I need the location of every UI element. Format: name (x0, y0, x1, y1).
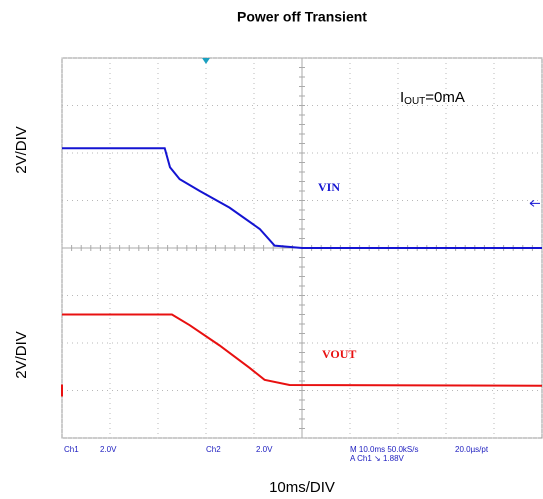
status-text: 2.0V (256, 445, 273, 454)
x-axis-label: 10ms/DIV (269, 479, 335, 496)
y2-axis-label: 2V/DIV (13, 331, 30, 379)
annotation: IOUT=0mA (400, 89, 465, 107)
annotation-rest: =0mA (425, 89, 465, 106)
status-text: 2.0V (100, 445, 117, 454)
chart-title: Power off Transient (237, 9, 367, 25)
legend-label: VOUT (322, 347, 356, 361)
annotation-main: I (400, 89, 404, 106)
trace (62, 147, 542, 249)
y-axis-label: 2V/DIV (13, 126, 30, 174)
status-text: Ch1 (64, 445, 79, 454)
trace (62, 313, 543, 387)
trigger-marker (202, 58, 210, 64)
annotation-sub: OUT (404, 96, 425, 107)
status-text: Ch2 (206, 445, 221, 454)
status-text: A Ch1 ↘ 1.88V (350, 454, 405, 463)
trigger-level-marker (529, 199, 540, 207)
legend-label: VIN (318, 180, 340, 194)
status-text: M 10.0ms 50.0kS/s (350, 445, 418, 454)
status-text: 20.0µs/pt (455, 445, 489, 454)
